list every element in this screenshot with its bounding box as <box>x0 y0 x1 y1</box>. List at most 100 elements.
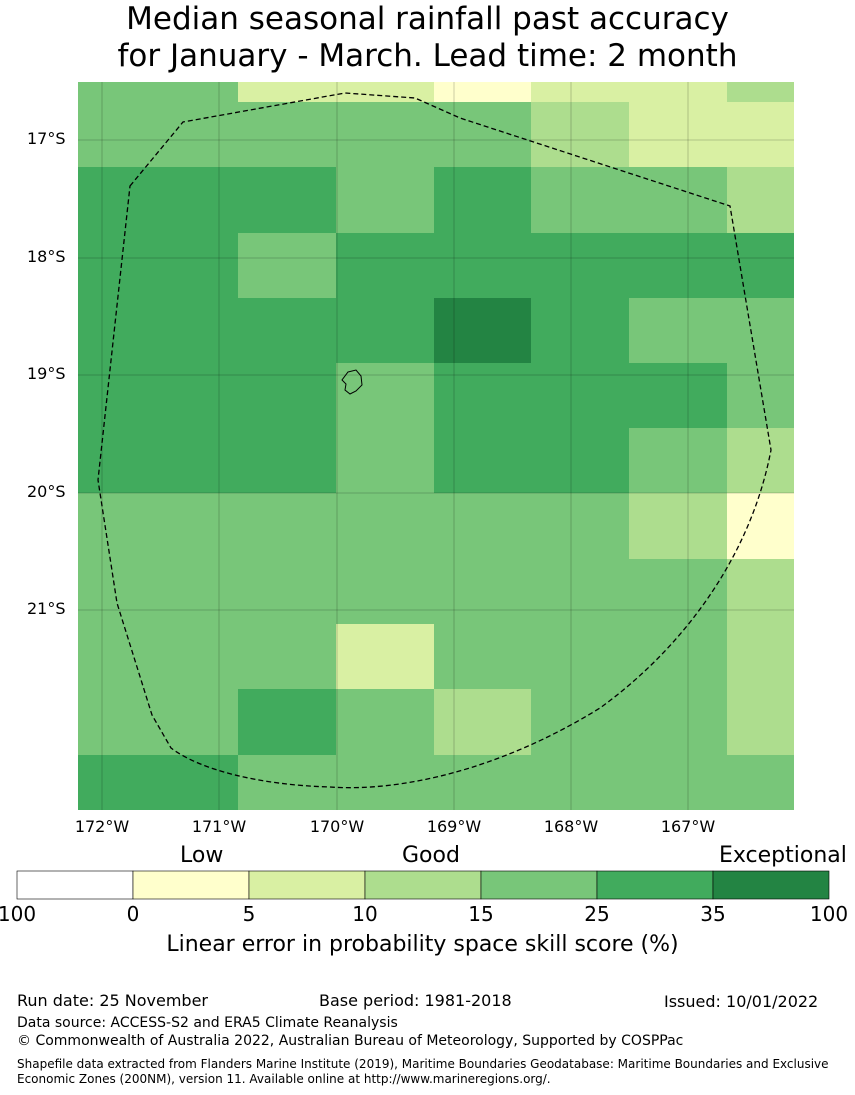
colorbar-tick: 0 <box>126 902 140 926</box>
skill-cell <box>78 233 140 298</box>
skill-cell <box>629 755 727 810</box>
skill-cell <box>629 428 727 493</box>
base-period: Base period: 1981-2018 <box>319 991 512 1010</box>
skill-cell <box>78 755 140 810</box>
colorbar-swatch <box>712 870 830 900</box>
skill-cell <box>531 298 629 363</box>
skill-cell <box>727 298 794 363</box>
skill-cell <box>434 167 531 233</box>
skill-cell <box>336 559 434 624</box>
skill-cell <box>629 233 727 298</box>
skill-cell <box>434 298 531 363</box>
skill-cell <box>727 233 794 298</box>
colorbar-tick: 100 <box>0 902 37 926</box>
colorbar-swatch <box>132 870 250 900</box>
skill-cell <box>434 363 531 428</box>
colorbar-swatch <box>248 870 366 900</box>
lat-label-19s: 19°S <box>27 364 66 383</box>
skill-cell <box>434 102 531 167</box>
skill-cell <box>238 428 336 493</box>
lon-label-172w: 172°W <box>74 817 130 836</box>
skill-cell <box>727 82 794 102</box>
skill-cell <box>336 428 434 493</box>
chart-title-line2: for January - March. Lead time: 2 month <box>117 38 738 74</box>
skill-cell <box>629 559 727 624</box>
skill-cell <box>629 493 727 559</box>
skill-cell <box>78 428 140 493</box>
skill-cell <box>629 624 727 689</box>
skill-cell <box>238 167 336 233</box>
category-good: Good <box>402 843 460 868</box>
lat-label-21s: 21°S <box>27 599 66 618</box>
colorbar-tick: 35 <box>700 902 726 926</box>
skill-cell <box>336 755 434 810</box>
skill-cell <box>336 102 434 167</box>
skill-cell <box>238 233 336 298</box>
shapefile-credit-line2: Economic Zones (200NM), version 11. Avai… <box>17 1072 551 1086</box>
skill-cell <box>629 102 727 167</box>
skill-cell <box>531 82 629 102</box>
skill-cell <box>78 298 140 363</box>
niue-island-outline <box>341 369 363 395</box>
skill-cell <box>434 559 531 624</box>
skill-cell <box>434 82 531 102</box>
lon-label-168w: 168°W <box>543 817 599 836</box>
skill-cell <box>727 363 794 428</box>
skill-cell <box>727 689 794 755</box>
skill-cell <box>727 559 794 624</box>
skill-cell <box>238 102 336 167</box>
lon-label-169w: 169°W <box>426 817 482 836</box>
skill-cell <box>629 363 727 428</box>
skill-cell <box>531 755 629 810</box>
skill-cell <box>531 428 629 493</box>
skill-cell <box>531 233 629 298</box>
skill-cell <box>531 167 629 233</box>
skill-cell <box>629 689 727 755</box>
skill-cell <box>78 559 140 624</box>
skill-cell <box>531 624 629 689</box>
skill-cell <box>238 82 336 102</box>
skill-cell <box>238 298 336 363</box>
skill-cell <box>336 82 434 102</box>
skill-cell <box>78 689 140 755</box>
skill-cell <box>336 298 434 363</box>
colorbar-title: Linear error in probability space skill … <box>166 932 679 957</box>
issued-date: Issued: 10/01/2022 <box>664 992 819 1011</box>
skill-cell <box>78 102 140 167</box>
skill-cell <box>336 233 434 298</box>
skill-cell <box>434 689 531 755</box>
lat-label-20s: 20°S <box>27 482 66 501</box>
skill-cell <box>238 689 336 755</box>
skill-cell <box>78 167 140 233</box>
skill-cell <box>336 493 434 559</box>
skill-cell <box>531 493 629 559</box>
skill-cell <box>629 82 727 102</box>
skill-cell <box>238 363 336 428</box>
skill-cell <box>531 363 629 428</box>
skill-cell <box>238 624 336 689</box>
skill-cell <box>336 689 434 755</box>
colorbar-swatch <box>364 870 482 900</box>
colorbar-tick: 25 <box>584 902 610 926</box>
category-low: Low <box>180 843 224 868</box>
skill-cell <box>434 624 531 689</box>
skill-cell <box>434 233 531 298</box>
category-exceptional: Exceptional <box>719 843 847 868</box>
skill-cell <box>238 559 336 624</box>
skill-cell <box>238 493 336 559</box>
colorbar-tick: 5 <box>242 902 256 926</box>
run-date: Run date: 25 November <box>17 991 208 1010</box>
skill-cell <box>78 493 140 559</box>
skill-cell <box>727 428 794 493</box>
colorbar-swatch <box>596 870 714 900</box>
colorbar-tick: 10 <box>352 902 378 926</box>
colorbar-swatch <box>480 870 598 900</box>
skill-cell <box>629 298 727 363</box>
skill-cell <box>336 167 434 233</box>
lon-label-167w: 167°W <box>660 817 716 836</box>
chart-title-line1: Median seasonal rainfall past accuracy <box>126 1 729 37</box>
colorbar-swatch <box>16 870 134 900</box>
skill-cell <box>727 167 794 233</box>
skill-cell <box>727 624 794 689</box>
